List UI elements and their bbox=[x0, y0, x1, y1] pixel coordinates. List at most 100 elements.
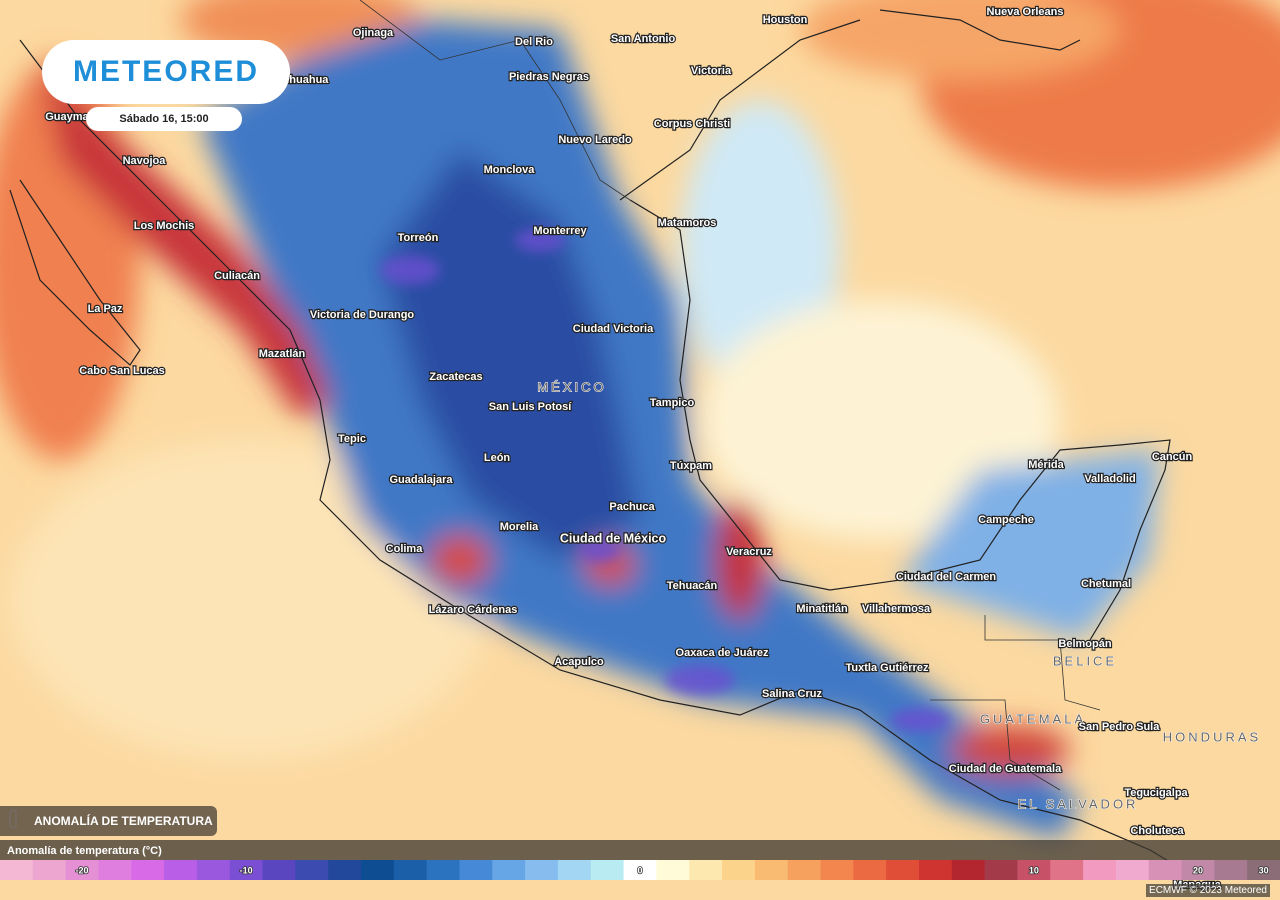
colorbar-swatch bbox=[918, 860, 953, 880]
place-label: La Paz bbox=[88, 303, 123, 315]
place-label: Tepic bbox=[338, 433, 366, 445]
colorbar-swatch bbox=[820, 860, 854, 880]
colorbar-swatch bbox=[262, 860, 296, 880]
colorbar-swatch bbox=[393, 860, 428, 880]
place-label: Salina Cruz bbox=[762, 688, 822, 700]
place-label: Piedras Negras bbox=[509, 71, 589, 83]
place-label: Chetumal bbox=[1081, 578, 1131, 590]
country-label: GUATEMALA bbox=[980, 711, 1086, 726]
place-label: Zacatecas bbox=[429, 371, 482, 383]
place-label: Lázaro Cárdenas bbox=[429, 604, 518, 616]
colorbar-swatch bbox=[229, 860, 264, 880]
colorbar-swatch bbox=[295, 860, 329, 880]
colorbar-tick-label: 0 bbox=[637, 865, 642, 875]
colorbar-tick-label: 10 bbox=[1029, 865, 1039, 875]
place-label: Victoria bbox=[691, 65, 732, 77]
colorbar-swatch bbox=[853, 860, 887, 880]
place-label: Monclova bbox=[484, 164, 536, 176]
colorbar-swatch bbox=[1050, 860, 1084, 880]
place-label: Choluteca bbox=[1130, 825, 1184, 837]
place-label: Mazatlán bbox=[259, 348, 306, 360]
place-label: Minatitlán bbox=[796, 603, 848, 615]
colorbar-swatch bbox=[951, 860, 986, 880]
colorbar-swatch bbox=[164, 860, 198, 880]
colorbar-tick-label: -10 bbox=[240, 865, 253, 875]
place-label: Corpus Christi bbox=[654, 118, 730, 130]
legend-title: Anomalía de temperatura (°C) bbox=[0, 840, 1280, 860]
colorbar-swatch bbox=[459, 860, 493, 880]
place-label: Nueva Orleans bbox=[986, 6, 1063, 18]
colorbar-swatch bbox=[98, 860, 132, 880]
colorbar-swatch bbox=[886, 860, 920, 880]
coastline bbox=[9, 9, 1201, 881]
place-label: Pachuca bbox=[609, 501, 655, 513]
colorbar-swatch bbox=[1148, 860, 1183, 880]
country-label: MÉXICO bbox=[537, 379, 606, 394]
colorbar-swatch bbox=[361, 860, 395, 880]
colorbar-swatch bbox=[131, 860, 165, 880]
place-label: San Pedro Sula bbox=[1079, 721, 1161, 733]
place-label: Ciudad Victoria bbox=[573, 323, 654, 335]
country-label: EL SALVADOR bbox=[1018, 796, 1139, 811]
place-label: León bbox=[484, 452, 511, 464]
colorbar-swatch bbox=[1115, 860, 1150, 880]
colorbar-tick-label: 30 bbox=[1259, 865, 1269, 875]
colorbar-swatch bbox=[65, 860, 99, 880]
colorbar-swatch bbox=[1247, 860, 1280, 880]
place-label: Los Mochis bbox=[134, 220, 195, 232]
place-label: Tegucigalpa bbox=[1124, 787, 1188, 799]
colorbar-swatch bbox=[590, 860, 625, 880]
country-label: BELICE bbox=[1053, 653, 1117, 668]
colorbar-swatch bbox=[656, 860, 690, 880]
colorbar-swatch bbox=[689, 860, 723, 880]
place-label: Belmopán bbox=[1058, 638, 1111, 650]
place-label: Matamoros bbox=[658, 217, 717, 229]
place-label: San Luis Potosí bbox=[489, 401, 572, 413]
colorbar-swatch bbox=[984, 860, 1018, 880]
place-label: Nuevo Laredo bbox=[558, 134, 632, 146]
place-label: Colima bbox=[386, 543, 424, 555]
colorbar-swatch bbox=[426, 860, 460, 880]
place-label: Ciudad de Guatemala bbox=[949, 763, 1062, 775]
colorbar-swatch bbox=[623, 860, 657, 880]
place-label: Valladolid bbox=[1084, 473, 1135, 485]
place-label: Cancún bbox=[1152, 451, 1193, 463]
place-label: Tampico bbox=[650, 397, 695, 409]
colorbar-swatch bbox=[492, 860, 526, 880]
colorbar-swatch bbox=[557, 860, 592, 880]
place-label: Monterrey bbox=[533, 225, 587, 237]
colorbar-swatch bbox=[0, 860, 34, 880]
place-label: Ciudad de México bbox=[560, 531, 667, 545]
place-label: Guadalajara bbox=[390, 474, 454, 486]
place-label: Ojinaga bbox=[353, 27, 394, 39]
colorbar-swatch bbox=[196, 860, 231, 880]
place-label: Morelia bbox=[500, 521, 539, 533]
colorbar-swatch bbox=[1083, 860, 1117, 880]
logo-badge[interactable]: METEORED bbox=[42, 40, 290, 104]
place-label: Tehuacán bbox=[667, 580, 718, 592]
place-label: Oaxaca de Juárez bbox=[676, 647, 769, 659]
place-label: Veracruz bbox=[726, 546, 772, 558]
colorbar-tick-label: 20 bbox=[1193, 865, 1203, 875]
layer-badge[interactable]: ANOMALÍA DE TEMPERATURA bbox=[0, 806, 217, 836]
place-label: San Antonio bbox=[611, 33, 676, 45]
colorbar-swatch bbox=[722, 860, 756, 880]
place-label: Villahermosa bbox=[862, 603, 931, 615]
colorbar-swatch bbox=[525, 860, 559, 880]
place-label: Mérida bbox=[1028, 459, 1064, 471]
place-label: Houston bbox=[763, 14, 808, 26]
colorbar bbox=[0, 860, 1280, 880]
place-label: Ciudad del Carmen bbox=[896, 571, 997, 583]
place-label: Tuxtla Gutiérrez bbox=[846, 662, 929, 674]
timestamp[interactable]: Sábado 16, 15:00 bbox=[86, 107, 242, 131]
place-label: Victoria de Durango bbox=[310, 309, 415, 321]
colorbar-tick-label: -20 bbox=[76, 865, 89, 875]
colorbar-swatch bbox=[1181, 860, 1215, 880]
colorbar-swatch bbox=[1214, 860, 1248, 880]
place-label: Navojoa bbox=[123, 155, 167, 167]
colorbar-swatch bbox=[32, 860, 67, 880]
place-label: Túxpam bbox=[670, 460, 712, 472]
